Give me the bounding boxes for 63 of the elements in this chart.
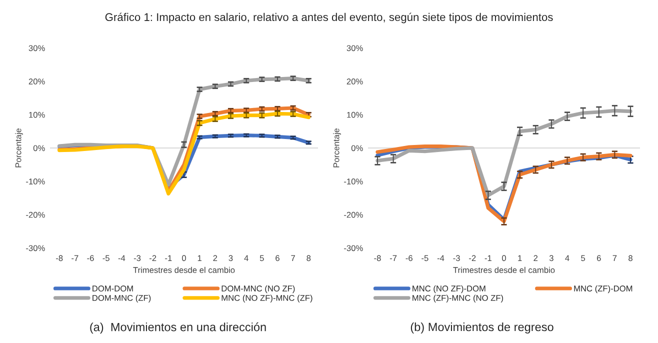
y-tick-label: 10% — [347, 112, 363, 118]
x-tick-label: -8 — [374, 255, 381, 262]
x-tick-label: -5 — [102, 255, 110, 262]
legend-label: MNC (NO ZF)-MNC (ZF) — [222, 294, 312, 303]
x-tick-label: -4 — [118, 255, 126, 261]
legend-label: DOM-MNC (NO ZF) — [222, 285, 295, 294]
x-tick-label: -4 — [437, 255, 444, 261]
chart-title: Gráfico 1: Impacto en salario, relativo a antes del evento, según siete tipos de movimientos — [105, 12, 553, 24]
x-tick-label: 7 — [612, 255, 617, 261]
x-tick-label: -1 — [165, 255, 172, 261]
x-tick-label: 7 — [291, 255, 295, 261]
x-tick-label: -2 — [150, 255, 156, 261]
y-tick-label: -10% — [344, 178, 363, 184]
legend-label: DOM-MNC (ZF) — [92, 294, 151, 303]
y-tick-label: 10% — [29, 112, 45, 118]
x-tick-label: 8 — [628, 255, 632, 262]
y-tick-label: 0% — [351, 145, 363, 152]
x-tick-label: -6 — [87, 255, 94, 262]
x-tick-label: -6 — [406, 255, 412, 262]
y-tick-label: -20% — [26, 212, 45, 218]
legend-label: MNC (NO ZF)-DOM — [412, 285, 486, 294]
x-tick-label: 4 — [565, 255, 570, 261]
legend-label: MNC (ZF)-MNC (NO ZF) — [412, 294, 504, 303]
x-tick-label: 1 — [518, 255, 522, 261]
text: (b) Movimientos de regreso — [410, 322, 554, 334]
x-tick-label: 5 — [260, 255, 264, 262]
x-tick-label: -5 — [422, 255, 428, 262]
x-axis-title: Trimestres desde el cambio — [453, 266, 555, 273]
x-tick-label: 2 — [213, 255, 218, 261]
y-tick-label: 0% — [33, 145, 45, 152]
line-series — [376, 108, 632, 198]
y-tick-label: -10% — [26, 178, 45, 184]
x-tick-label: 3 — [549, 255, 554, 262]
x-tick-label: 0 — [502, 255, 506, 262]
y-tick-label: -30% — [344, 245, 363, 252]
x-tick-label: 5 — [581, 255, 586, 262]
y-tick-label: 20% — [28, 78, 45, 84]
y-axis-title: Porcentaje — [333, 128, 341, 168]
x-tick-label: -2 — [469, 255, 476, 261]
x-tick-label: -7 — [390, 255, 397, 261]
x-tick-label: -1 — [484, 255, 492, 261]
y-tick-label: -20% — [344, 212, 363, 218]
x-tick-label: -7 — [72, 255, 78, 261]
x-tick-label: 0 — [182, 255, 186, 262]
y-tick-label: 20% — [346, 78, 363, 84]
x-axis-title: Trimestres desde el cambio — [133, 266, 235, 273]
text: (a) Movimientos en una dirección — [90, 322, 266, 334]
x-tick-label: -8 — [56, 255, 63, 262]
y-tick-label: 30% — [346, 45, 363, 52]
y-axis-title: Porcentaje — [15, 128, 23, 168]
x-tick-label: 3 — [228, 255, 233, 262]
legend-label: DOM-DOM — [92, 286, 133, 292]
x-tick-label: 6 — [276, 255, 280, 262]
x-tick-label: 6 — [596, 255, 601, 262]
x-tick-label: 4 — [244, 255, 248, 261]
y-tick-label: -30% — [26, 245, 45, 252]
legend-label: MNC (ZF)-DOM — [574, 285, 632, 294]
x-tick-label: -3 — [134, 255, 141, 262]
x-tick-label: 8 — [306, 255, 311, 262]
x-tick-label: 2 — [534, 255, 538, 261]
x-tick-label: -3 — [453, 255, 460, 262]
y-tick-label: 30% — [28, 45, 45, 52]
x-tick-label: 1 — [198, 255, 202, 261]
